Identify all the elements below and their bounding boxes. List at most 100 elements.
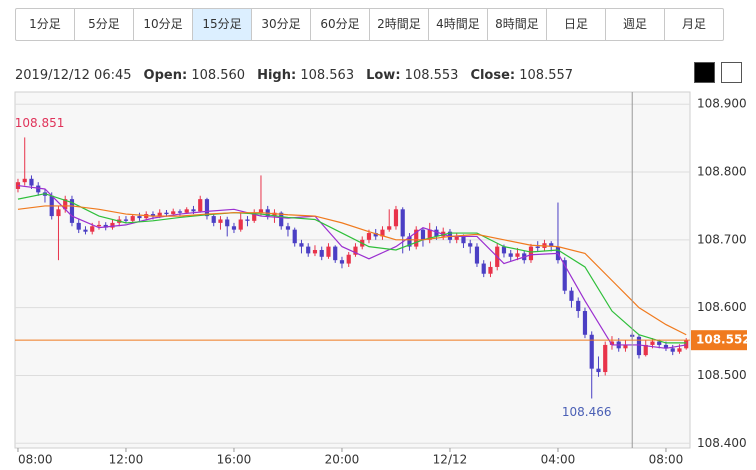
candle-body (623, 344, 628, 349)
light-theme-button[interactable] (721, 62, 742, 83)
candle-body (245, 219, 250, 221)
candle-body (90, 226, 95, 232)
candle-body (157, 212, 162, 217)
candle-body (582, 311, 588, 335)
field-label: Open: (143, 68, 188, 83)
moving-average (17, 205, 687, 336)
x-tick-label: 20:00 (325, 453, 360, 467)
candle-body (427, 229, 432, 240)
candle-body (110, 222, 115, 228)
candle-body (589, 334, 594, 369)
moving-average (17, 193, 687, 344)
candle-body (231, 226, 237, 230)
field-label: Low: (366, 68, 401, 83)
candle-body (380, 229, 385, 237)
candle-body (657, 341, 662, 345)
candle-body (400, 209, 405, 237)
candle-body (225, 219, 230, 227)
tab[interactable]: 10分足 (133, 9, 192, 40)
candle-body (339, 260, 345, 264)
tab[interactable]: 15分足 (192, 9, 251, 40)
candle-body (333, 246, 338, 261)
candle-body (36, 185, 41, 193)
candle-body (407, 236, 412, 247)
candle-body (488, 266, 493, 274)
candle-body (549, 243, 554, 247)
y-tick-label: 108.500 (697, 368, 747, 382)
candle-body (177, 211, 183, 213)
field-value: 108.557 (519, 68, 574, 83)
x-tick-label: 04:00 (541, 453, 576, 467)
y-tick-label: 108.400 (697, 436, 747, 450)
candle-body (528, 246, 534, 261)
field-label: High: (257, 68, 297, 83)
candle-body (393, 209, 399, 227)
candle-body (508, 253, 513, 257)
candle-body (576, 300, 581, 312)
candle-body (299, 243, 304, 247)
y-tick-label: 108.700 (697, 232, 747, 246)
tab[interactable]: 日足 (546, 9, 605, 40)
y-tick-label: 108.600 (697, 300, 747, 314)
x-tick-label: 08:00 (18, 453, 53, 467)
candle-body (535, 246, 540, 248)
candle-body (346, 254, 351, 264)
current-price-label: 108.552 (696, 333, 751, 347)
candle-body (663, 344, 669, 349)
annotation: 108.466 (562, 405, 612, 419)
annotation: 108.851 (15, 116, 65, 130)
candle-body (650, 341, 655, 345)
candle-body (353, 246, 358, 255)
candle-body (83, 229, 88, 232)
y-tick-label: 108.900 (697, 97, 747, 111)
candle-body (252, 212, 257, 221)
candle-body (218, 219, 223, 223)
field-value: 108.563 (300, 68, 355, 83)
candle-body (562, 260, 567, 291)
candle-body (56, 209, 61, 217)
x-tick-label: 08:00 (649, 453, 684, 467)
tab[interactable]: 週足 (605, 9, 664, 40)
tab[interactable]: 60分足 (310, 9, 369, 40)
plot-area (14, 91, 691, 449)
candle-body (96, 224, 102, 227)
time: 2019/12/12 06:45 (15, 68, 132, 83)
candle-body (130, 216, 135, 221)
candle-body (643, 344, 648, 356)
candle-body (285, 226, 291, 230)
tab[interactable]: 4時間足 (428, 9, 487, 40)
candle-body (319, 249, 324, 257)
candle-body (603, 344, 608, 373)
tab[interactable]: 5分足 (74, 9, 133, 40)
candle-body (387, 226, 392, 230)
candle-body (670, 348, 675, 352)
candle-body (292, 229, 297, 244)
candle-body (434, 229, 439, 237)
candle-body (123, 219, 129, 221)
candle-body (326, 246, 331, 257)
candle-body (609, 341, 615, 345)
current-price-box (691, 330, 747, 351)
candle-body (515, 253, 520, 257)
candle-body (191, 209, 196, 212)
candle-body (461, 236, 466, 244)
tab[interactable]: 8時間足 (487, 9, 546, 40)
candle-body (677, 348, 682, 352)
candle-body (279, 212, 284, 227)
candle-body (184, 209, 189, 213)
candle-body (171, 211, 176, 215)
candle-body (468, 243, 473, 247)
candle-body (306, 246, 311, 254)
tab[interactable]: 30分足 (251, 9, 310, 40)
tab[interactable]: 2時間足 (369, 9, 428, 40)
candle-body (150, 214, 156, 217)
dark-theme-button[interactable] (694, 62, 715, 83)
candle-body (63, 199, 68, 210)
field-value: 108.560 (191, 68, 246, 83)
field-value: 108.553 (404, 68, 459, 83)
tab[interactable]: 月足 (664, 9, 723, 40)
x-tick-label: 12:00 (109, 453, 144, 467)
tab[interactable]: 1分足 (29, 17, 61, 31)
candle-body (636, 336, 642, 356)
